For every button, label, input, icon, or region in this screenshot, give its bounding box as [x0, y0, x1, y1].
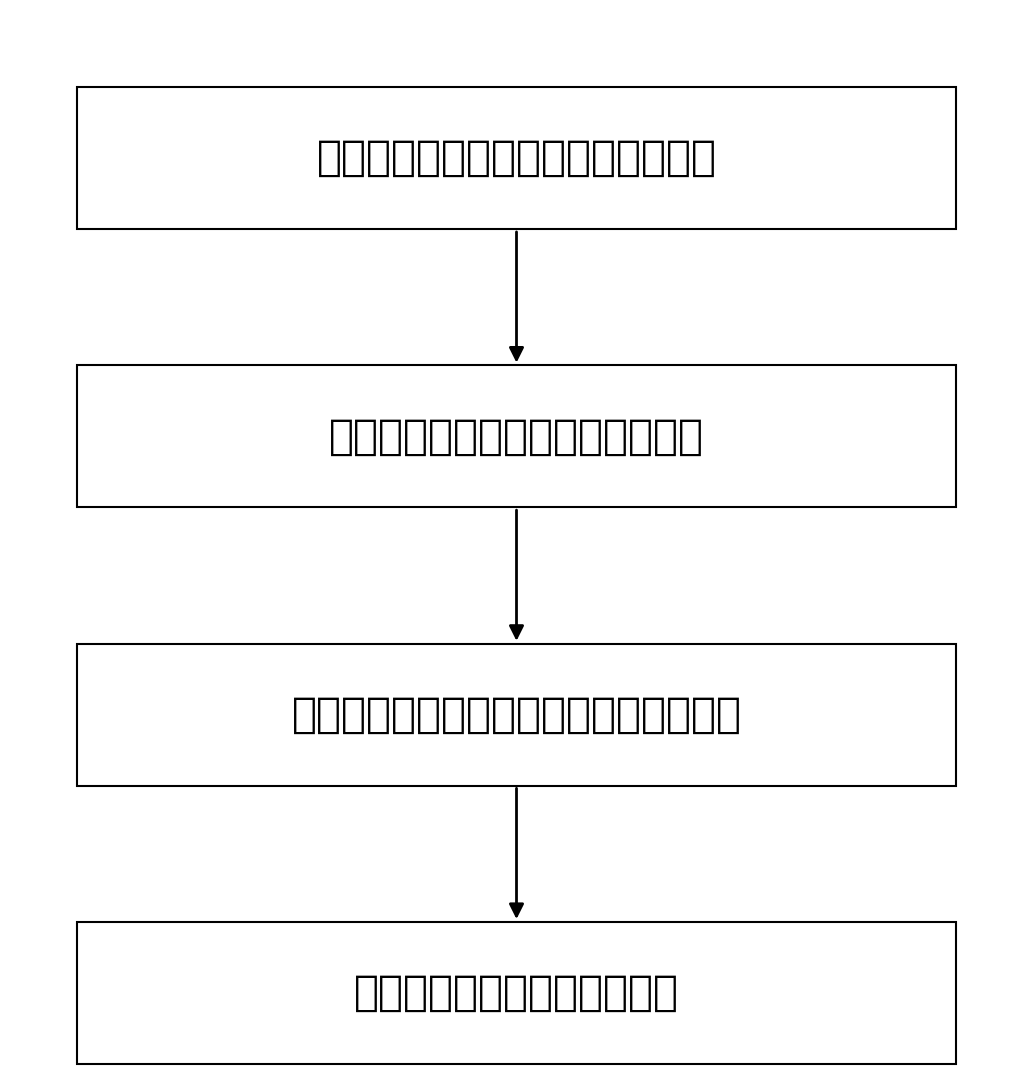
Bar: [77, 365, 956, 507]
Bar: [77, 87, 956, 229]
Bar: [77, 922, 956, 1064]
Text: 计算厚度大小及判断分层大小: 计算厚度大小及判断分层大小: [354, 972, 679, 1014]
Text: 通过太赫兹时域光谱进行脱胶及分层检测: 通过太赫兹时域光谱进行脱胶及分层检测: [291, 694, 742, 735]
Text: 通过太赫兹时域光谱进行厚度检测: 通过太赫兹时域光谱进行厚度检测: [328, 416, 705, 457]
Text: 对橡胶材料反射式成像得到检测图像: 对橡胶材料反射式成像得到检测图像: [316, 137, 717, 179]
Bar: [77, 644, 956, 786]
